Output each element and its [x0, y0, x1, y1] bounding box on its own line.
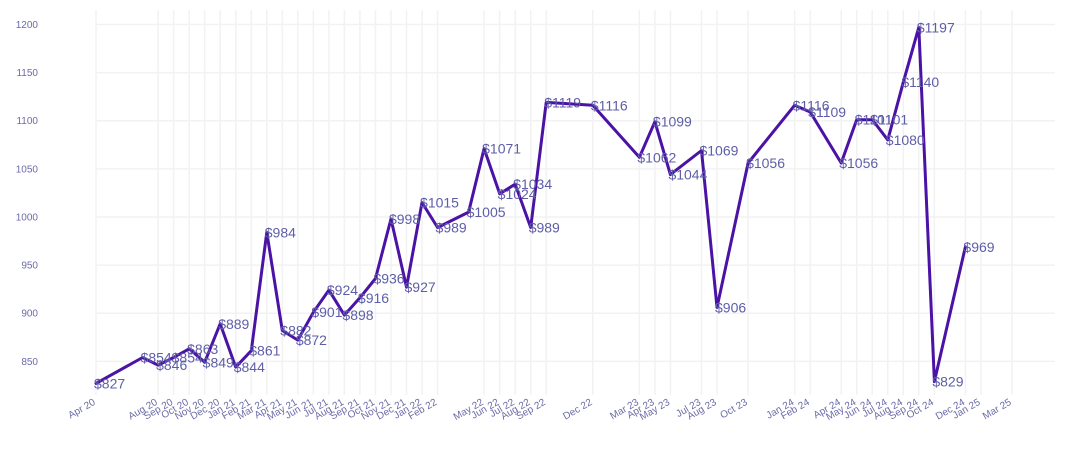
data-label: $863: [187, 341, 218, 357]
y-tick-label: 1200: [16, 20, 39, 31]
y-tick-label: 1050: [16, 164, 39, 175]
data-label: $924: [327, 282, 358, 298]
data-label: $984: [265, 224, 296, 240]
data-label: $936: [373, 271, 404, 287]
data-label: $872: [296, 332, 327, 348]
data-label: $844: [234, 359, 265, 375]
grid: [95, 10, 1055, 395]
data-label: $1197: [917, 19, 955, 35]
data-label: $882: [280, 323, 311, 339]
data-label: $846: [156, 357, 187, 373]
data-label: $827: [94, 375, 125, 391]
data-label: $901: [311, 304, 342, 320]
data-label: $1005: [467, 204, 506, 220]
x-tick-label: Apr 20: [66, 397, 97, 421]
data-label: $1109: [808, 104, 846, 120]
data-label: $1140: [901, 74, 939, 90]
data-label: $969: [963, 239, 994, 255]
data-labels: $827$854$846$854$863$849$889$844$861$984…: [94, 19, 995, 391]
data-label: $906: [715, 299, 746, 315]
data-label: $989: [529, 220, 560, 236]
y-tick-label: 900: [21, 309, 38, 320]
x-tick-label: Mar 25: [981, 397, 1014, 422]
data-label: $861: [249, 343, 280, 359]
data-label: $829: [932, 374, 963, 390]
y-axis: 850 900 950 1000 1050 1100 1150 1200: [16, 20, 39, 368]
data-label: $849: [203, 354, 234, 370]
data-label: $989: [436, 220, 467, 236]
data-label: $1071: [482, 141, 521, 157]
y-tick-label: 950: [21, 261, 38, 272]
y-tick-label: 850: [21, 357, 38, 368]
x-tick-label: Oct 23: [719, 397, 750, 421]
data-label: $1024: [498, 186, 537, 202]
data-label: $998: [389, 211, 420, 227]
data-label: $889: [218, 316, 249, 332]
data-label: $1034: [513, 176, 552, 192]
data-label: $898: [342, 307, 373, 323]
x-tick-label: Dec 22: [561, 397, 594, 423]
data-label: $1062: [637, 149, 676, 165]
data-label: $1101: [870, 112, 908, 128]
y-tick-label: 1150: [16, 68, 38, 79]
data-label: $854: [141, 349, 172, 365]
data-label: $1069: [699, 143, 738, 159]
data-label: $854: [172, 349, 203, 365]
data-label: $1116: [591, 97, 628, 113]
data-label: $1015: [420, 195, 459, 211]
data-label: $1099: [653, 114, 692, 130]
data-label: $916: [358, 290, 389, 306]
data-label: $1056: [839, 155, 878, 171]
data-label: $927: [405, 279, 436, 295]
y-tick-label: 1000: [16, 212, 39, 223]
data-label: $1116: [793, 97, 830, 113]
series-line: [94, 25, 967, 385]
data-label: $1101: [855, 112, 893, 128]
data-label: $1080: [886, 132, 925, 148]
data-label: $1044: [668, 167, 707, 183]
data-label: $1056: [746, 155, 785, 171]
y-tick-label: 1100: [16, 116, 38, 127]
data-label: $1119: [544, 94, 581, 110]
